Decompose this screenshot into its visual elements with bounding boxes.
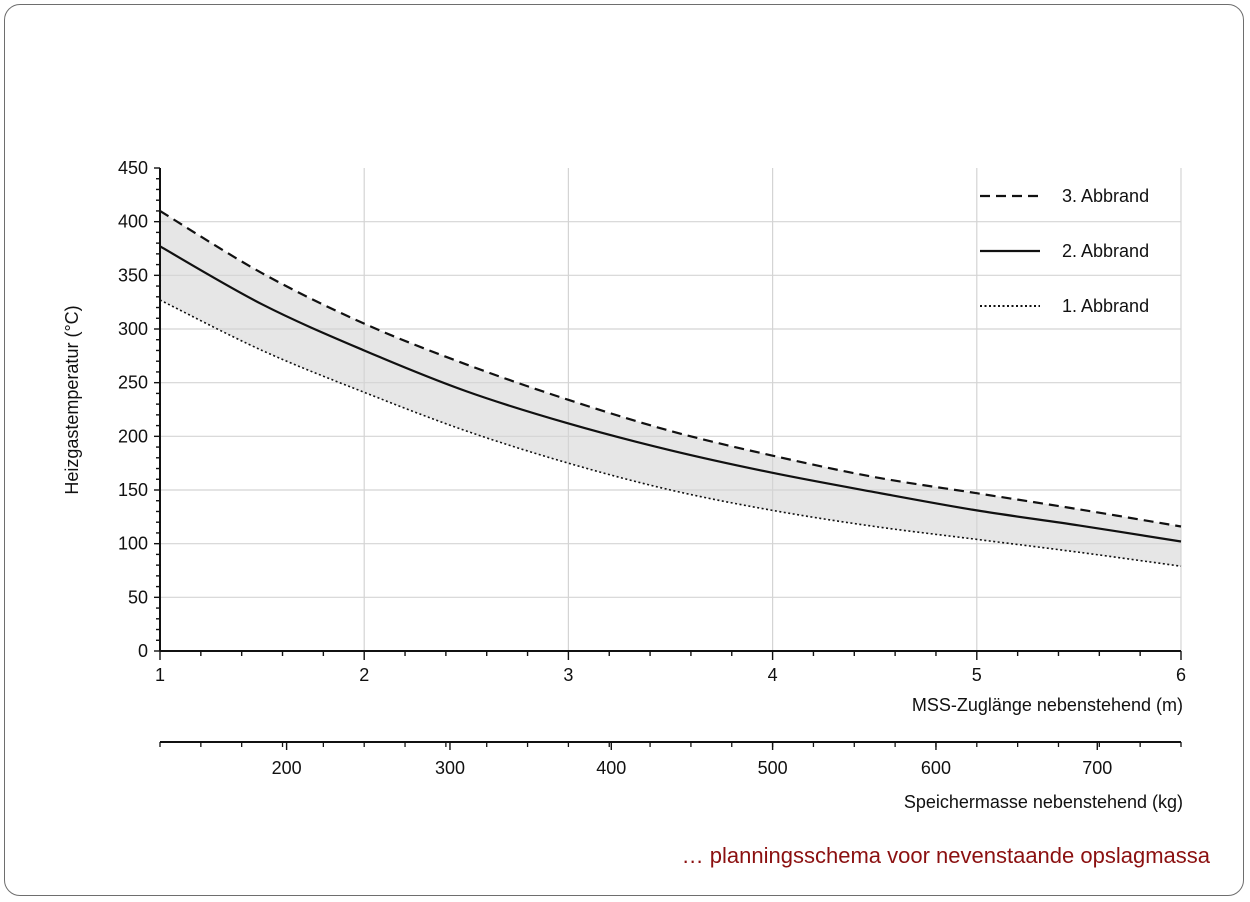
y-tick-label: 150 (118, 480, 148, 500)
series-line (159, 245, 1182, 543)
x-tick-label: 2 (359, 665, 369, 685)
series-line (159, 299, 1182, 567)
x2-tick-label: 500 (758, 758, 788, 778)
x2-tick-label: 400 (596, 758, 626, 778)
y-tick-label: 100 (118, 534, 148, 554)
legend-label: 3. Abbrand (1062, 186, 1149, 206)
x-tick-label: 6 (1176, 665, 1186, 685)
axes: 0 50 100 150 200 250 300 350 400 450 1 2 3 4 5 6 200 300 4… (118, 158, 1186, 778)
shaded-band (160, 210, 1181, 567)
x2-tick-label: 600 (921, 758, 951, 778)
y-tick-label: 400 (118, 212, 148, 232)
x-tick-label: 4 (768, 665, 778, 685)
y-tick-label: 350 (118, 265, 148, 285)
legend: 3. Abbrand 2. Abbrand 1. Abbrand (980, 186, 1149, 316)
series-layer (159, 209, 1182, 567)
x2-tick-label: 300 (435, 758, 465, 778)
secondary-x-axis-label: Speichermasse nebenstehend (kg) (904, 792, 1183, 812)
legend-label: 1. Abbrand (1062, 296, 1149, 316)
y-axis-label: Heizgastemperatur (°C) (62, 305, 82, 494)
y-tick-label: 450 (118, 158, 148, 178)
caption: … planningsschema voor nevenstaande opsl… (681, 843, 1210, 868)
gridlines (160, 168, 1182, 651)
x2-tick-label: 700 (1082, 758, 1112, 778)
y-tick-label: 300 (118, 319, 148, 339)
x-tick-label: 5 (972, 665, 982, 685)
y-tick-label: 0 (138, 641, 148, 661)
shaded-band-layer (160, 210, 1181, 567)
x-axis-label: MSS-Zuglänge nebenstehend (m) (912, 695, 1183, 715)
y-tick-label: 200 (118, 426, 148, 446)
x-tick-label: 1 (155, 665, 165, 685)
x2-tick-label: 200 (272, 758, 302, 778)
x-tick-label: 3 (563, 665, 573, 685)
y-tick-label: 250 (118, 373, 148, 393)
y-tick-label: 50 (128, 587, 148, 607)
legend-label: 2. Abbrand (1062, 241, 1149, 261)
series-line (159, 209, 1182, 528)
